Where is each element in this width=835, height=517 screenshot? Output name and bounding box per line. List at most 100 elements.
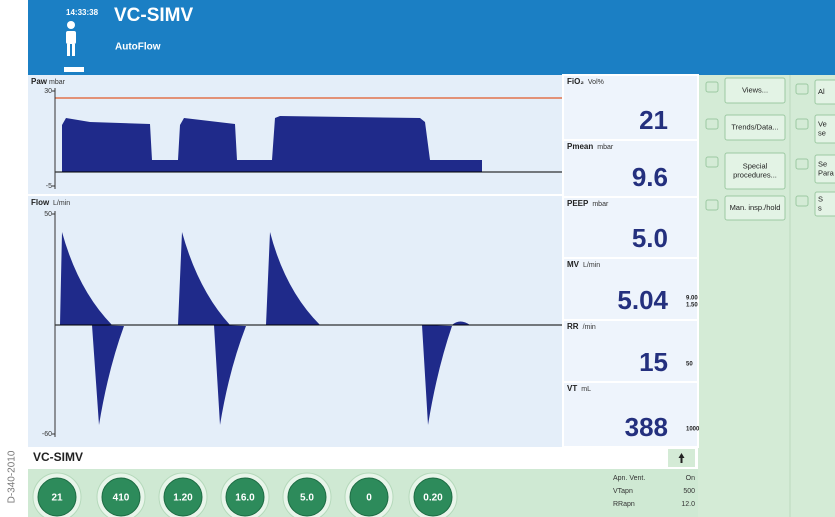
time: 14:33:38 xyxy=(66,8,99,17)
y-tick-label: -5 xyxy=(46,183,52,190)
measurement-unit: /min xyxy=(583,324,596,331)
setting-value: 21 xyxy=(51,493,63,504)
alarm-limit: 50 xyxy=(686,362,693,368)
setting-knob xyxy=(37,477,77,517)
measurement-box xyxy=(562,196,699,259)
setting-knob xyxy=(101,477,141,517)
menu-button[interactable] xyxy=(814,191,835,217)
menu-panel xyxy=(698,75,835,517)
patient-icon xyxy=(66,21,76,56)
menu-button-label: Se Para xyxy=(818,159,835,177)
measurement-box xyxy=(562,319,699,383)
setting-knob xyxy=(349,477,389,517)
measurement-label: RR xyxy=(567,322,579,331)
mode-bar-title: VC-SIMV xyxy=(33,450,83,464)
y-tick-label: 50 xyxy=(44,211,52,218)
measurement-value: 5.04 xyxy=(617,285,668,315)
mode-bar xyxy=(28,447,698,469)
menu-icon xyxy=(705,81,719,93)
menu-button-line: Para xyxy=(818,168,835,177)
setting-value: 0.20 xyxy=(423,493,443,504)
side-label: D-340-2010 xyxy=(7,450,18,503)
menu-button[interactable] xyxy=(814,114,835,144)
setting-value: 410 xyxy=(113,493,130,504)
measurement-box xyxy=(562,74,699,141)
menu-icon xyxy=(705,199,719,211)
menu-button[interactable] xyxy=(814,79,835,105)
measurement-box xyxy=(562,381,699,448)
setting-value: 16.0 xyxy=(235,493,255,504)
menu-button-line: s xyxy=(818,203,822,212)
menu-button[interactable] xyxy=(724,195,786,221)
setting-value: 5.0 xyxy=(300,493,314,504)
apnea-label: VTapn xyxy=(613,488,633,495)
measurement-unit: L/min xyxy=(583,262,600,269)
menu-button-line: Se xyxy=(818,159,827,168)
measurement-unit: mbar xyxy=(592,201,609,208)
paw-waveform xyxy=(55,116,482,172)
menu-button-label: Views... xyxy=(742,85,768,94)
apnea-value: 12.0 xyxy=(681,501,695,508)
apnea-label: RRapn xyxy=(613,501,635,508)
measurement-label: MV xyxy=(567,260,580,269)
mode: VC-SIMV xyxy=(114,5,194,26)
battery-icon xyxy=(64,67,84,72)
setting-knob xyxy=(163,477,203,517)
apnea-value: 500 xyxy=(683,488,695,495)
measurement-value: 9.6 xyxy=(632,162,668,192)
menu-icon xyxy=(795,195,809,207)
waveform-unit: L/min xyxy=(53,200,70,207)
apnea-value: On xyxy=(686,475,695,482)
menu-button-label: Ve se xyxy=(818,119,827,137)
waveform-unit: mbar xyxy=(49,79,66,86)
waveform-label: Flow xyxy=(31,198,50,207)
menu-button-line: se xyxy=(818,128,826,137)
measurement-value: 5.0 xyxy=(632,223,668,253)
alarm-limit: 1.50 xyxy=(686,303,698,309)
waveform-label: Paw xyxy=(31,77,48,86)
alarm-limit: 1000 xyxy=(686,427,700,433)
y-tick-label: -60 xyxy=(42,431,52,438)
menu-button-label: Man. insp./hold xyxy=(730,203,781,212)
measurement-label: Pmean xyxy=(567,142,593,151)
measurement-unit: mbar xyxy=(597,144,614,151)
menu-button[interactable] xyxy=(724,152,786,190)
y-tick-label: 30 xyxy=(44,88,52,95)
menu-button-line: Ve xyxy=(818,119,827,128)
menu-button[interactable] xyxy=(814,154,835,184)
setting-value: 0 xyxy=(366,493,372,504)
header-bar xyxy=(28,0,835,75)
measurement-label: PEEP xyxy=(567,199,589,208)
measurement-value: 21 xyxy=(639,105,668,135)
submode: AutoFlow xyxy=(115,42,161,53)
menu-button-label: Al xyxy=(818,87,825,96)
measurement-unit: Vol% xyxy=(588,79,604,86)
setting-knob xyxy=(225,477,265,517)
menu-icon xyxy=(795,83,809,95)
menu-button-line: procedures... xyxy=(733,170,777,179)
menu-icon xyxy=(795,118,809,130)
setting-value: 1.20 xyxy=(173,493,193,504)
apnea-label: Apn. Vent. xyxy=(613,475,645,482)
measurement-box xyxy=(562,139,699,198)
menu-icon xyxy=(705,156,719,168)
measurement-value: 388 xyxy=(625,412,668,442)
measurement-value: 15 xyxy=(639,347,668,377)
menu-button[interactable] xyxy=(724,77,786,104)
menu-icon xyxy=(795,158,809,170)
measurement-unit: mL xyxy=(581,386,591,393)
setting-knob xyxy=(413,477,453,517)
menu-button-line: Special xyxy=(743,161,768,170)
arrow-up-icon xyxy=(678,453,685,463)
menu-icon xyxy=(705,118,719,130)
flow-waveform xyxy=(60,232,470,425)
alarm-limit: 9.00 xyxy=(686,296,698,302)
setting-knob xyxy=(287,477,327,517)
menu-button[interactable] xyxy=(724,114,786,141)
menu-button-line: S xyxy=(818,194,823,203)
measurement-label: FiO₂ xyxy=(567,77,584,86)
measurement-label: VT xyxy=(567,384,577,393)
menu-button-label: Special procedures... xyxy=(733,161,777,179)
menu-button-label: Trends/Data... xyxy=(731,122,778,131)
